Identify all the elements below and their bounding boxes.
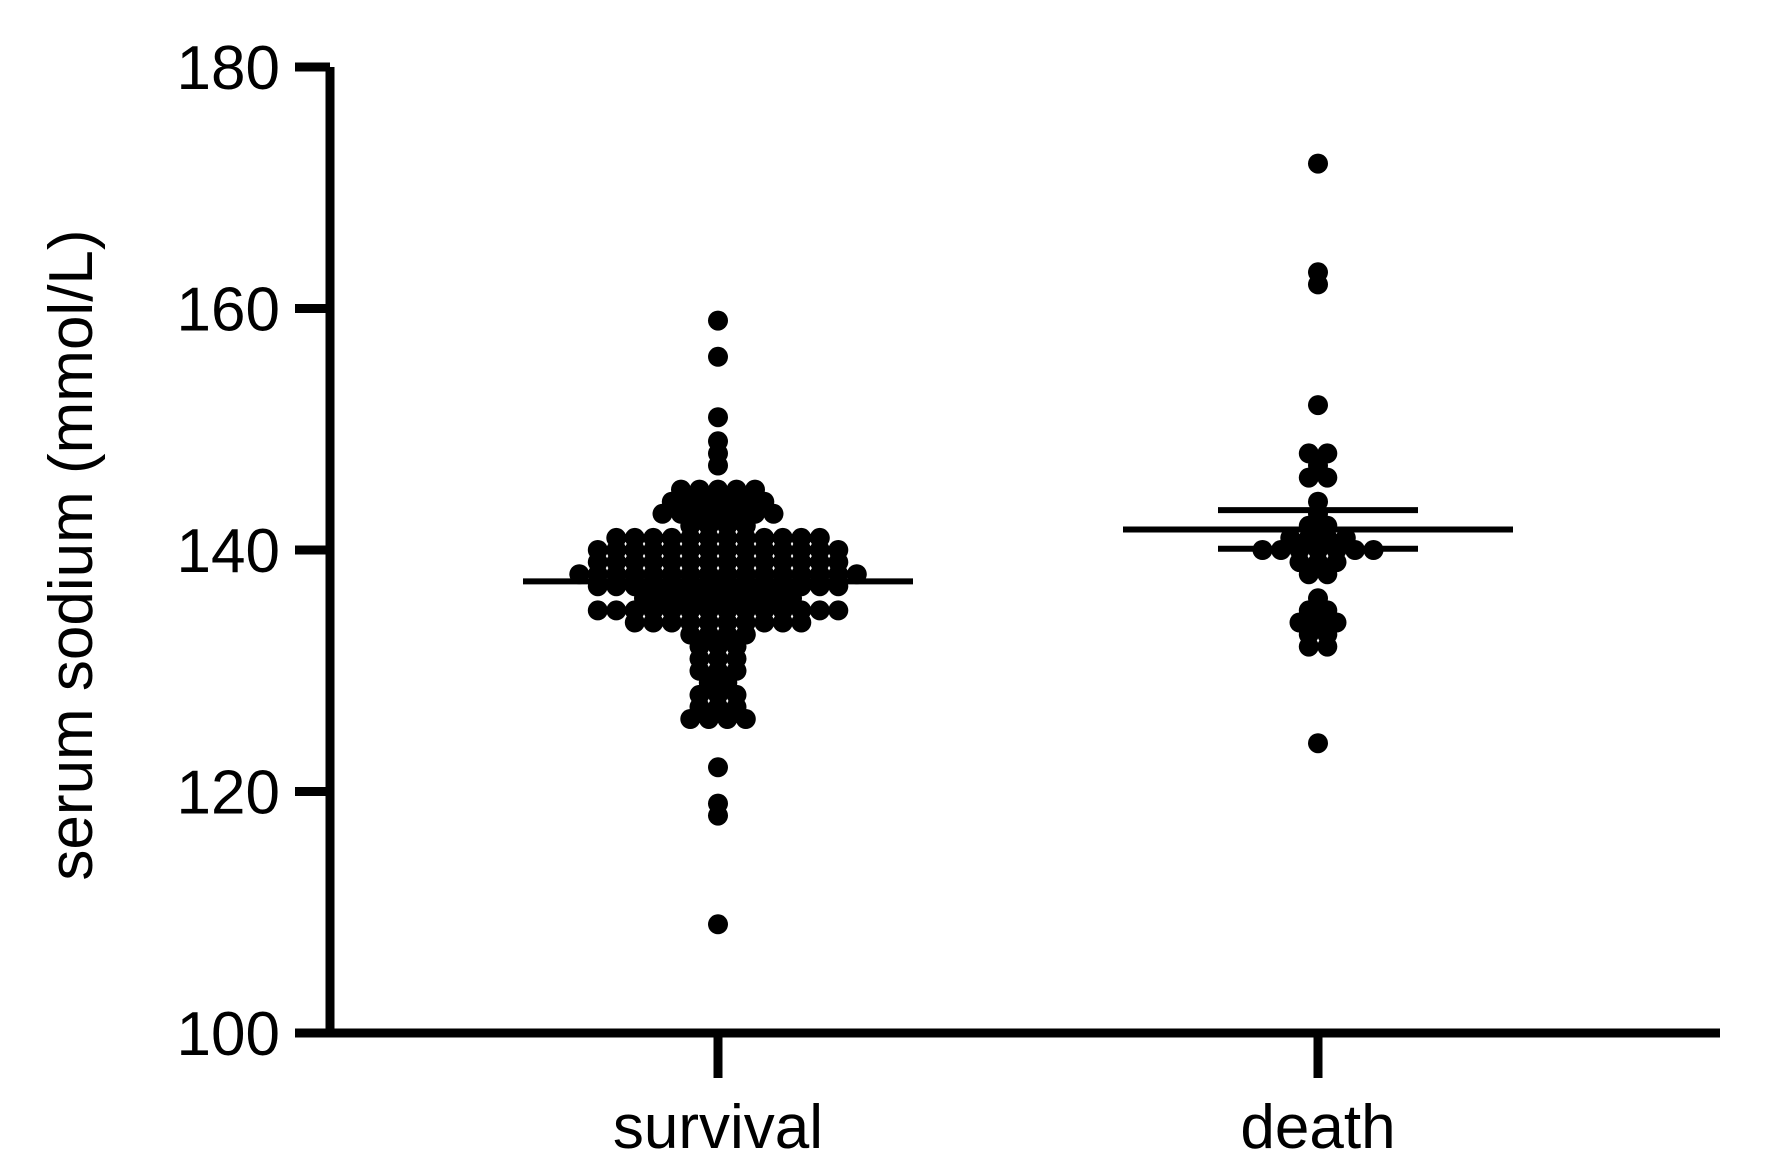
data-point-death xyxy=(1308,395,1328,416)
data-point-survival xyxy=(661,527,682,548)
data-point-survival xyxy=(828,600,849,621)
data-point-survival xyxy=(606,527,627,548)
data-point-death xyxy=(1308,733,1328,754)
data-point-death xyxy=(1308,588,1328,609)
data-point-survival xyxy=(754,527,775,548)
data-point-survival xyxy=(708,793,728,814)
y-tick-label: 160 xyxy=(177,276,280,345)
x-tick-label-survival: survival xyxy=(613,1093,823,1162)
data-point-survival xyxy=(791,527,812,548)
x-axis: survival death xyxy=(326,1028,1720,1162)
data-point-survival xyxy=(708,346,728,367)
y-axis-title: serum sodium (mmol/L) xyxy=(37,229,106,880)
data-point-death xyxy=(1280,527,1301,548)
x-tick-label-death: death xyxy=(1240,1093,1395,1162)
data-point-survival xyxy=(708,431,728,452)
data-point-survival xyxy=(708,757,728,778)
data-point-survival xyxy=(745,479,765,500)
data-points xyxy=(569,153,1384,935)
data-point-survival xyxy=(809,600,830,621)
data-point-survival xyxy=(726,479,747,500)
y-tick-label: 140 xyxy=(177,517,280,586)
data-point-survival xyxy=(689,479,710,500)
data-point-death xyxy=(1298,443,1319,464)
data-point-survival xyxy=(708,407,728,428)
y-tick-label: 180 xyxy=(177,34,280,103)
data-point-survival xyxy=(708,479,728,500)
data-point-death xyxy=(1308,262,1328,283)
data-point-death xyxy=(1317,443,1338,464)
data-point-survival xyxy=(587,600,608,621)
y-tick-label: 100 xyxy=(177,1000,280,1069)
data-point-survival xyxy=(643,527,664,548)
data-point-survival xyxy=(708,914,728,935)
data-point-death xyxy=(1335,527,1356,548)
data-point-survival xyxy=(809,527,830,548)
data-point-survival xyxy=(671,479,691,500)
data-point-survival xyxy=(587,540,608,560)
data-point-death xyxy=(1308,153,1328,174)
data-point-survival xyxy=(624,527,645,548)
y-tick-label: 120 xyxy=(177,759,280,828)
data-point-survival xyxy=(828,540,849,560)
mean-error-bars xyxy=(523,507,1513,590)
data-point-survival xyxy=(772,527,793,548)
data-point-survival xyxy=(708,310,728,331)
y-axis: 100 120 140 160 180 xyxy=(177,34,335,1069)
data-point-survival xyxy=(606,600,627,621)
data-point-death xyxy=(1308,491,1328,512)
